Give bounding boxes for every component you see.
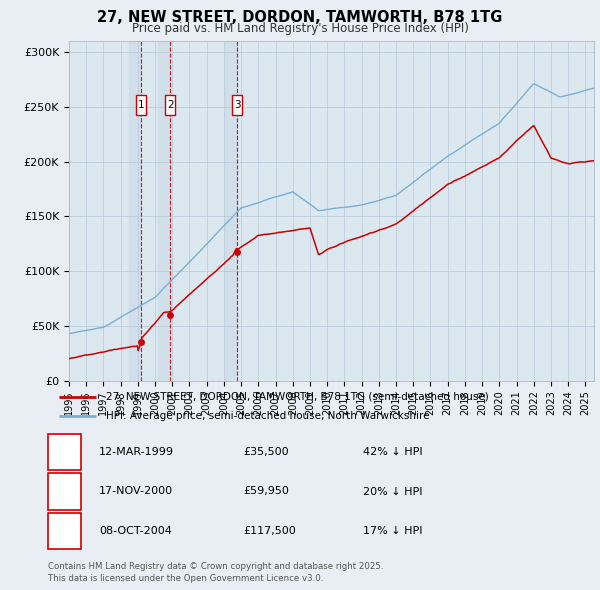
- Bar: [158, 41, 170, 381]
- FancyBboxPatch shape: [136, 95, 146, 114]
- Text: 2: 2: [167, 100, 173, 110]
- Text: 42% ↓ HPI: 42% ↓ HPI: [363, 447, 422, 457]
- Text: 3: 3: [61, 526, 68, 536]
- Point: [232, 247, 242, 257]
- Text: 3: 3: [234, 100, 241, 110]
- FancyBboxPatch shape: [166, 95, 175, 114]
- Text: 17% ↓ HPI: 17% ↓ HPI: [363, 526, 422, 536]
- Text: 1: 1: [61, 447, 68, 457]
- Text: HPI: Average price, semi-detached house, North Warwickshire: HPI: Average price, semi-detached house,…: [106, 411, 430, 421]
- Text: 27, NEW STREET, DORDON, TAMWORTH, B78 1TG (semi-detached house): 27, NEW STREET, DORDON, TAMWORTH, B78 1T…: [106, 392, 489, 402]
- Text: 27, NEW STREET, DORDON, TAMWORTH, B78 1TG: 27, NEW STREET, DORDON, TAMWORTH, B78 1T…: [97, 10, 503, 25]
- Text: Contains HM Land Registry data © Crown copyright and database right 2025.
This d: Contains HM Land Registry data © Crown c…: [48, 562, 383, 583]
- Text: 12-MAR-1999: 12-MAR-1999: [99, 447, 174, 457]
- Text: £59,950: £59,950: [243, 487, 289, 496]
- Text: 1: 1: [138, 100, 145, 110]
- Text: 08-OCT-2004: 08-OCT-2004: [99, 526, 172, 536]
- Text: 17-NOV-2000: 17-NOV-2000: [99, 487, 173, 496]
- Text: £117,500: £117,500: [243, 526, 296, 536]
- Text: 2: 2: [61, 487, 68, 496]
- FancyBboxPatch shape: [232, 95, 242, 114]
- Point: [136, 337, 146, 346]
- Point: [166, 310, 175, 320]
- Bar: [129, 41, 141, 381]
- Text: Price paid vs. HM Land Registry's House Price Index (HPI): Price paid vs. HM Land Registry's House …: [131, 22, 469, 35]
- Bar: [225, 41, 237, 381]
- Text: 20% ↓ HPI: 20% ↓ HPI: [363, 487, 422, 496]
- Text: £35,500: £35,500: [243, 447, 289, 457]
